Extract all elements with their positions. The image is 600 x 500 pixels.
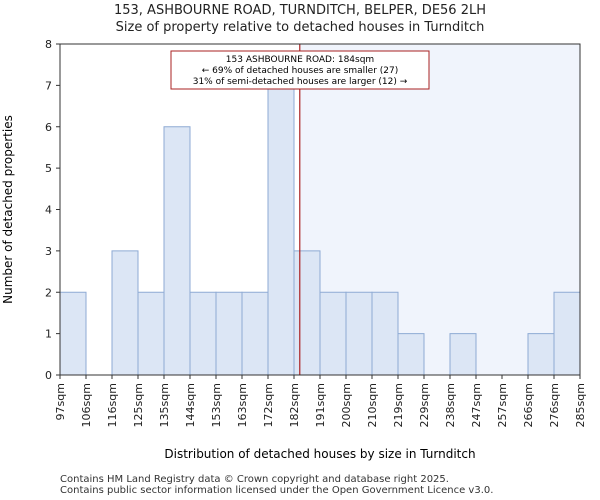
y-tick-label: 2 [45,286,52,299]
x-tick-label: 229sqm [418,383,431,427]
y-tick-label: 8 [45,38,52,51]
y-tick-label: 7 [45,79,52,92]
bar-135sqm [163,126,191,376]
x-tick-label: 144sqm [184,383,197,427]
bar-163sqm [241,291,269,376]
bar-210sqm [371,291,399,376]
annotation-line-3: 31% of semi-detached houses are larger (… [193,77,408,87]
x-tick-label: 276sqm [548,383,561,427]
x-tick-label: 247sqm [470,383,483,427]
bar-153sqm [215,291,243,376]
x-tick-label: 285sqm [574,383,587,427]
bar-97sqm [59,291,87,376]
chart-subtitle: Size of property relative to detached ho… [115,20,485,35]
y-tick-label: 3 [45,245,52,258]
annotation-rect [170,50,430,90]
bar-276sqm [553,291,581,376]
x-tick-label: 191sqm [314,383,327,427]
x-tick-label: 257sqm [496,383,509,427]
bar-182sqm [293,250,321,376]
y-tick-label: 4 [45,204,52,217]
x-tick-label: 153sqm [210,383,223,427]
x-tick-label: 182sqm [288,383,301,427]
x-tick-label: 172sqm [262,383,275,427]
x-axis-label: Distribution of detached houses by size … [164,447,475,461]
bar-116sqm [111,250,139,376]
bar-191sqm [319,291,347,376]
bar-125sqm [137,291,165,376]
footer-line-2: Contains public sector information licen… [60,485,494,496]
y-tick-label: 5 [45,162,52,175]
x-tick-label: 219sqm [392,383,405,427]
y-tick-label: 6 [45,121,52,134]
y-tick-label: 0 [45,369,52,382]
bar-266sqm [527,333,555,376]
x-tick-label: 200sqm [340,383,353,427]
y-axis-ticks: 0 1 2 3 4 5 6 7 8 [45,38,60,382]
x-tick-label: 106sqm [80,383,93,427]
bar-238sqm [449,333,477,376]
bars-group [59,84,581,376]
x-tick-label: 116sqm [106,383,119,427]
x-axis-ticks: 97sqm 106sqm 116sqm 125sqm 135sqm 144sqm 153sq… [54,375,587,427]
bar-144sqm [189,291,217,376]
x-tick-label: 97sqm [54,383,67,420]
x-tick-label: 163sqm [236,383,249,427]
bar-200sqm [345,291,373,376]
x-tick-label: 238sqm [444,383,457,427]
x-tick-label: 210sqm [366,383,379,427]
x-tick-label: 125sqm [132,383,145,427]
chart-title: 153, ASHBOURNE ROAD, TURNDITCH, BELPER, … [113,3,486,18]
footer-line-1: Contains HM Land Registry data © Crown c… [60,474,449,485]
y-axis-label: Number of detached properties [1,115,15,304]
annotation-line-1: 153 ASHBOURNE ROAD: 184sqm [226,55,374,65]
annotation-line-2: ← 69% of detached houses are smaller (27… [202,66,399,76]
y-tick-label: 1 [45,328,52,341]
bar-219sqm [397,333,425,376]
plot-frame [59,43,581,376]
x-tick-label: 135sqm [158,383,171,427]
x-tick-label: 266sqm [522,383,535,427]
annotation-box: 153 ASHBOURNE ROAD: 184sqm ← 69% of deta… [170,50,430,90]
bar-172sqm [267,84,295,376]
